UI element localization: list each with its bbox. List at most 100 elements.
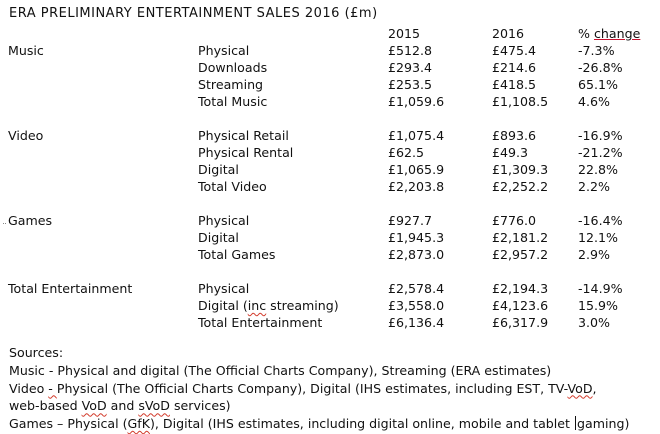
spacer-cell <box>8 110 648 127</box>
row-label: Total Entertainment <box>198 315 323 330</box>
row-label: Physical Rental <box>198 145 294 160</box>
sales-table: 2015 2016 % change Music Physical £512.8 £4… <box>8 25 648 331</box>
table-row: Digital (inc streaming) £3,558.0 £4,123.6 1… <box>8 297 648 314</box>
header-blank-item <box>198 25 388 42</box>
table-row: Total Entertainment Physical £2,578.4 £2,19… <box>8 280 648 297</box>
section-name: Games <box>8 213 53 228</box>
value-change: 65.1% <box>578 77 619 92</box>
header-blank-section <box>8 25 198 42</box>
section-name <box>8 229 198 246</box>
value-2016: £6,317.9 <box>492 315 549 330</box>
value-2016: £2,957.2 <box>492 247 549 262</box>
value-change: -7.3% <box>578 43 615 58</box>
row-label: Total Music <box>198 94 268 109</box>
spacer-cell <box>8 263 648 280</box>
value-2016: £2,181.2 <box>492 230 549 245</box>
section-spacer <box>8 110 648 127</box>
value-change: -14.9% <box>578 281 623 296</box>
table-row: Digital £1,065.9 £1,309.3 22.8% <box>8 161 648 178</box>
value-2016: £49.3 <box>492 145 529 160</box>
value-2015: £1,065.9 <box>388 162 445 177</box>
header-change: % change <box>578 25 648 42</box>
value-2015: £293.4 <box>388 60 433 75</box>
header-2015: 2015 <box>388 26 421 41</box>
section-name: Total Entertainment <box>8 281 133 296</box>
value-2015: £2,578.4 <box>388 281 445 296</box>
table-row: Music Physical £512.8 £475.4 -7.3% <box>8 42 648 59</box>
section-name <box>8 76 198 93</box>
value-2015: £2,873.0 <box>388 247 445 262</box>
value-2015: £927.7 <box>388 213 433 228</box>
value-change: -21.2% <box>578 145 623 160</box>
table-row: Digital £1,945.3 £2,181.2 12.1% <box>8 229 648 246</box>
value-change: 2.2% <box>578 179 610 194</box>
header-2016: 2016 <box>492 26 525 41</box>
table-row: Physical Rental £62.5 £49.3 -21.2% <box>8 144 648 161</box>
table-row: Downloads £293.4 £214.6 -26.8% <box>8 59 648 76</box>
value-2016: £2,252.2 <box>492 179 549 194</box>
spacer-cell <box>8 195 648 212</box>
value-change: -16.9% <box>578 128 623 143</box>
value-2015: £253.5 <box>388 77 433 92</box>
table-row: Total Video £2,203.8 £2,252.2 2.2% <box>8 178 648 195</box>
row-label: Total Video <box>198 179 267 194</box>
value-2016: £1,108.5 <box>492 94 549 109</box>
section-name: Video <box>8 128 44 143</box>
table-row: Games Physical £927.7 £776.0 -16.4% <box>8 212 648 229</box>
sources-heading: Sources: <box>9 345 64 360</box>
row-label: Total Games <box>198 247 276 262</box>
value-2016: £4,123.6 <box>492 298 549 313</box>
section-name <box>8 246 198 263</box>
value-2016: £893.6 <box>492 128 537 143</box>
table-row: Video Physical Retail £1,075.4 £893.6 -16.9% <box>8 127 648 144</box>
section-name: Music <box>8 43 44 58</box>
table-row: Streaming £253.5 £418.5 65.1% <box>8 76 648 93</box>
header-change-label: % change <box>578 26 641 41</box>
value-2015: £6,136.4 <box>388 315 445 330</box>
section-spacer <box>8 195 648 212</box>
value-change: 2.9% <box>578 247 610 262</box>
value-change: -26.8% <box>578 60 623 75</box>
table-row: Total Entertainment £6,136.4 £6,317.9 3.0% <box>8 314 648 331</box>
value-2016: £214.6 <box>492 60 537 75</box>
row-label: Physical <box>198 281 250 296</box>
section-name <box>8 59 198 76</box>
table-header-row: 2015 2016 % change <box>8 25 648 42</box>
value-2015: £3,558.0 <box>388 298 445 313</box>
value-2015: £2,203.8 <box>388 179 445 194</box>
source-line-games: Games – Physical (GfK), Digital (IHS est… <box>9 416 630 432</box>
row-label: Streaming <box>198 77 264 92</box>
value-change: 4.6% <box>578 94 610 109</box>
row-label: Digital <box>198 162 239 177</box>
value-2016: £475.4 <box>492 43 537 58</box>
value-change: 12.1% <box>578 230 619 245</box>
row-label: Downloads <box>198 60 268 75</box>
value-2016: £1,309.3 <box>492 162 549 177</box>
section-name <box>8 178 198 195</box>
value-2015: £1,075.4 <box>388 128 445 143</box>
row-label: Digital <box>198 230 239 245</box>
value-2015: £1,945.3 <box>388 230 445 245</box>
value-change: 15.9% <box>578 298 619 313</box>
value-2016: £418.5 <box>492 77 537 92</box>
table-row: Total Games £2,873.0 £2,957.2 2.9% <box>8 246 648 263</box>
section-name <box>8 161 198 178</box>
row-label: Physical <box>198 43 250 58</box>
section-name <box>8 297 198 314</box>
margin-mark <box>3 223 6 225</box>
section-name <box>8 314 198 331</box>
document-title: ERA PRELIMINARY ENTERTAINMENT SALES 2016… <box>9 6 378 21</box>
section-name <box>8 93 198 110</box>
row-label: Digital (inc streaming) <box>198 298 339 313</box>
value-change: -16.4% <box>578 213 623 228</box>
sources-block: Sources: Music - Physical and digital (T… <box>9 344 629 433</box>
row-label: Physical <box>198 213 250 228</box>
section-name <box>8 144 198 161</box>
value-change: 3.0% <box>578 315 610 330</box>
section-spacer <box>8 263 648 280</box>
source-line-video: Video - Physical (The Official Charts Co… <box>9 380 597 396</box>
source-line-video-cont: web-based VoD and sVoD services) <box>9 398 231 414</box>
value-2016: £2,194.3 <box>492 281 549 296</box>
value-2015: £62.5 <box>388 145 425 160</box>
